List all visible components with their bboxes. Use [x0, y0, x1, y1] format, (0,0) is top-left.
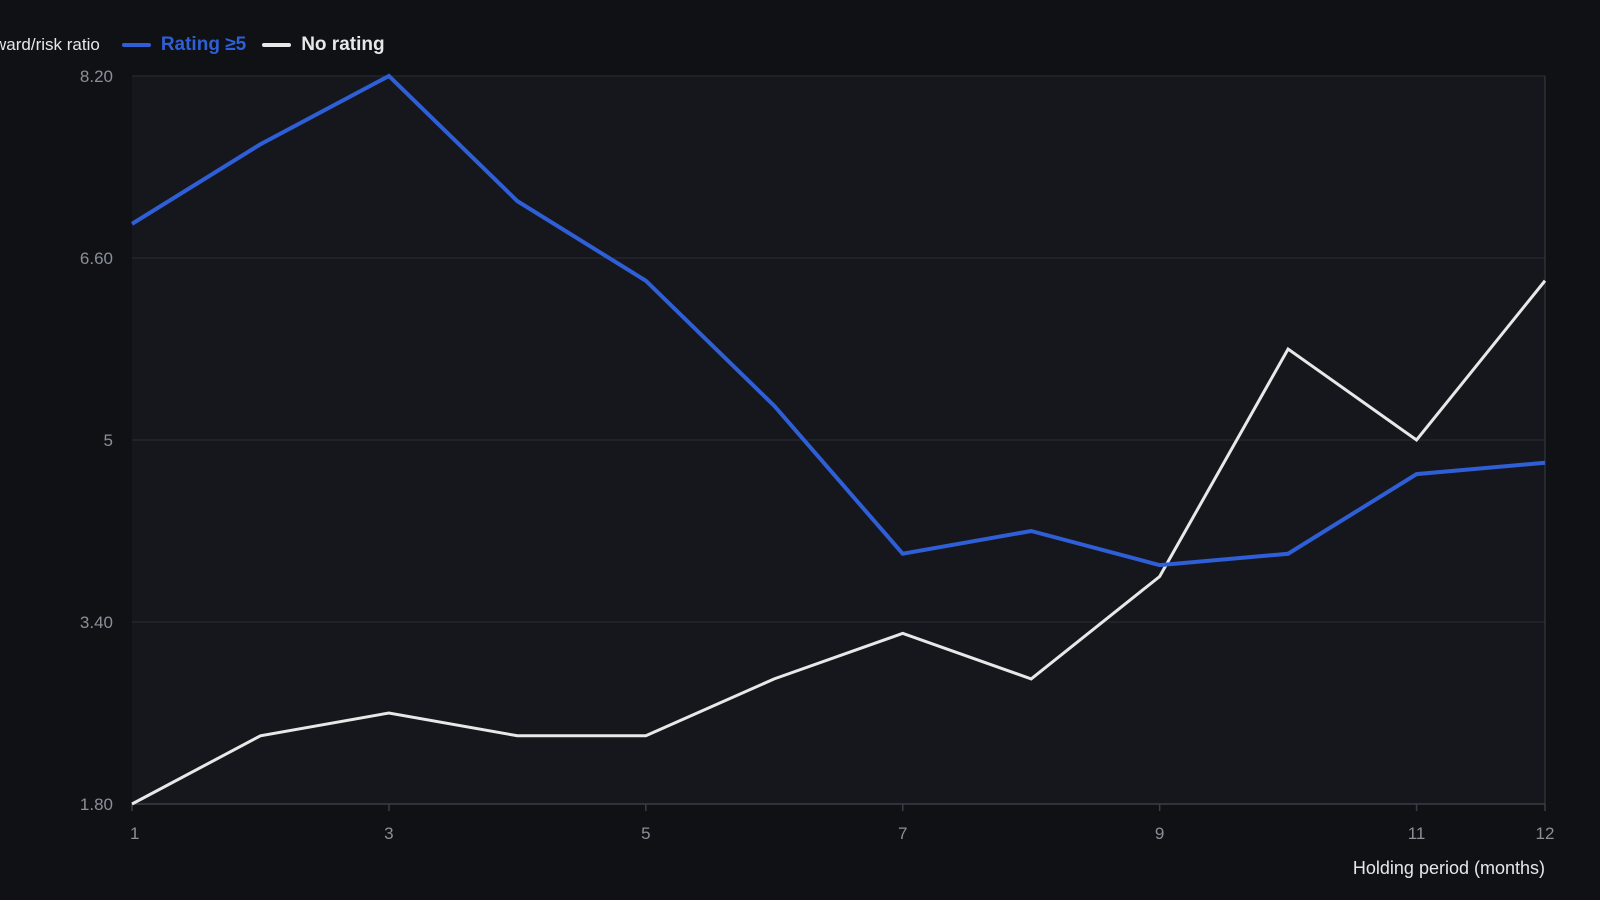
x-tick-label: 12 — [1536, 824, 1555, 843]
legend: ward/risk ratio Rating ≥5 No rating — [0, 33, 385, 57]
y-tick-label: 5 — [104, 431, 113, 450]
legend-label-rating: Rating ≥5 — [160, 34, 247, 55]
legend-item-rating: Rating ≥5 — [121, 34, 247, 56]
x-axis-title: Holding period (months) — [1353, 858, 1545, 878]
x-tick-label: 5 — [641, 824, 650, 843]
x-tick-label: 7 — [898, 824, 907, 843]
x-tick-label: 3 — [384, 824, 393, 843]
series-line-no-rating — [131, 279, 1547, 806]
x-tick-label: 1 — [130, 824, 139, 843]
y-axis-label: ward/risk ratio — [0, 35, 100, 54]
legend-item-no-rating: No rating — [262, 34, 385, 56]
series-line-rating — [130, 73, 1546, 568]
x-tick-label: 11 — [1408, 824, 1426, 843]
y-tick-label: 8.20 — [80, 67, 113, 86]
legend-swatch-rating — [121, 43, 151, 47]
y-tick-label: 6.60 — [80, 249, 113, 268]
legend-swatch-no-rating — [262, 43, 292, 47]
y-tick-label: 3.40 — [80, 613, 113, 632]
y-tick-label: 1.80 — [80, 795, 113, 814]
x-tick-label: 9 — [1155, 824, 1164, 843]
legend-label-no-rating: No rating — [301, 34, 385, 55]
